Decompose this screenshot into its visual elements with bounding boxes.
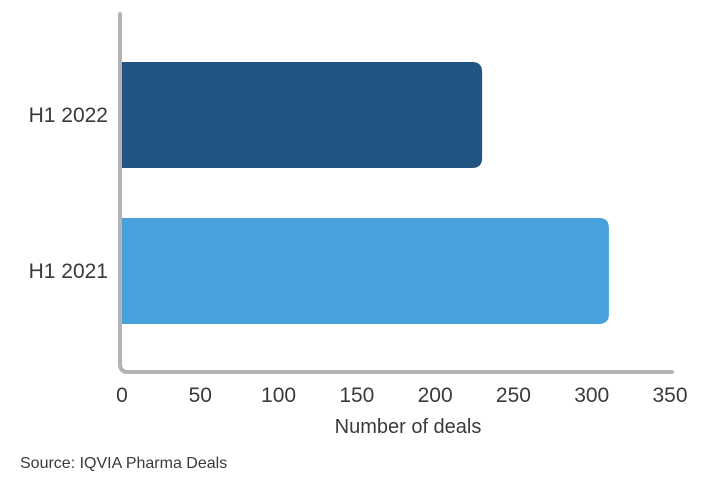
x-tick-label: 300 — [574, 384, 609, 407]
x-tick-label: 250 — [496, 384, 531, 407]
x-tick-label: 150 — [339, 384, 374, 407]
axes-line — [118, 12, 674, 374]
x-tick-label: 0 — [116, 384, 128, 407]
bars-layer — [122, 62, 609, 324]
bar-h1-2022 — [122, 62, 483, 168]
category-label: H1 2022 — [29, 104, 108, 127]
source-note: Source: IQVIA Pharma Deals — [20, 455, 228, 472]
x-tick-label: 100 — [261, 384, 296, 407]
bar-h1-2021 — [122, 218, 609, 324]
x-tick-label: 50 — [189, 384, 212, 407]
x-tick-label: 200 — [418, 384, 453, 407]
labels-layer: H1 2022 H1 2021 0 50 100 150 200 250 300 350 — [29, 104, 688, 407]
axis-layer — [118, 12, 674, 374]
x-tick-label: 350 — [652, 384, 687, 407]
category-label: H1 2021 — [29, 260, 108, 283]
x-axis-title: Number of deals — [335, 416, 482, 438]
